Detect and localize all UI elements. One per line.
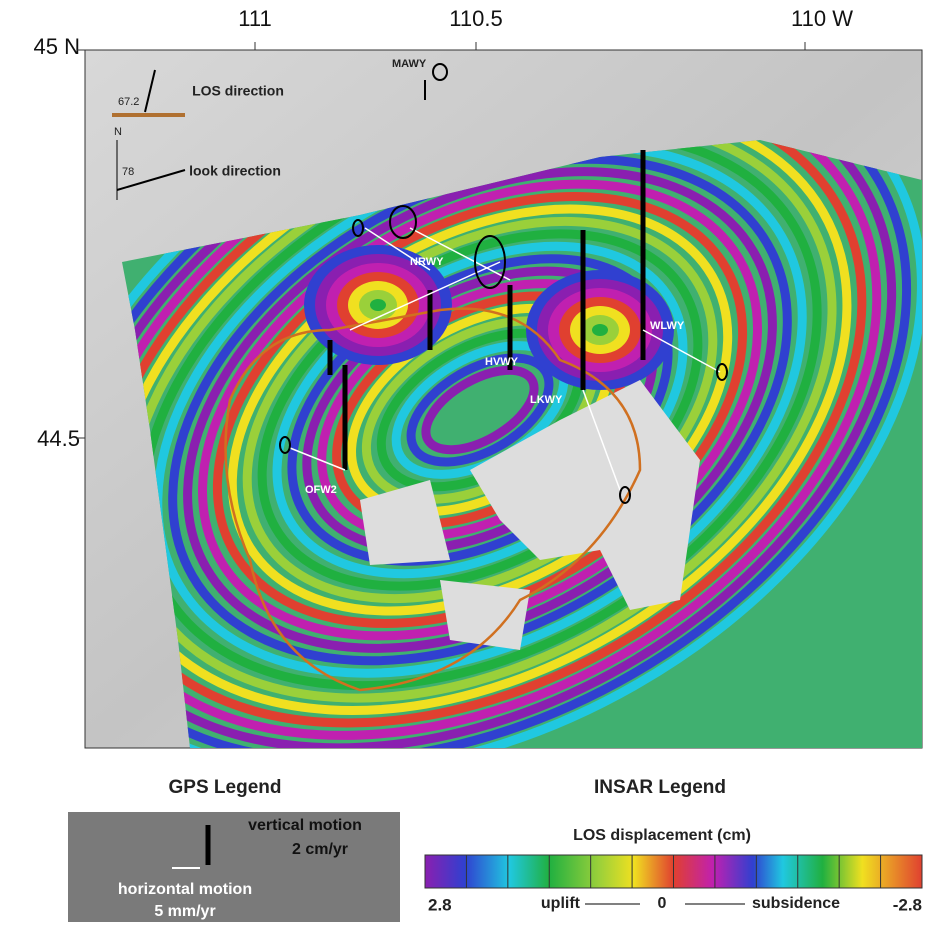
look-angle: 78 [122, 166, 134, 178]
gps-legend-title: GPS Legend [169, 777, 282, 798]
colorbar-left: 2.8 [428, 895, 452, 914]
colorbar-title: LOS displacement (cm) [573, 827, 751, 844]
fringe [370, 299, 386, 311]
station-label: HVWY [485, 356, 519, 368]
insar-legend-title: INSAR Legend [594, 777, 726, 798]
lon-label: 111 [238, 6, 271, 31]
los-angle: 67.2 [118, 96, 139, 108]
los-label: LOS direction [192, 83, 284, 99]
colorbar-right: -2.8 [893, 895, 922, 914]
station-label: WLWY [650, 320, 685, 332]
lon-label: 110 W [791, 6, 853, 31]
page: {"map": { "longitude_labels": ["111", "1… [0, 0, 926, 935]
station-label: NRWY [410, 256, 444, 268]
legend-horizontal-scale: 5 mm/yr [154, 903, 215, 920]
lon-label: 110.5 [449, 6, 502, 31]
legend-horizontal: horizontal motion [118, 881, 252, 898]
north-label: N [114, 126, 122, 138]
uplift-label: uplift [541, 895, 581, 912]
legend-vertical-scale: 2 cm/yr [292, 841, 348, 858]
legend-vertical: vertical motion [248, 817, 362, 834]
lat-label: 45 N [34, 34, 80, 59]
station-label: LKWY [530, 394, 563, 406]
subsidence-label: subsidence [752, 895, 840, 912]
zero-label: 0 [658, 895, 667, 912]
station-label: OFW2 [305, 484, 337, 496]
station-label: MAWY [392, 58, 427, 70]
look-label: look direction [189, 163, 281, 179]
lat-label: 44.5 [37, 426, 80, 451]
fringe [592, 324, 608, 336]
figure: 111 110.5 110 W 45 N 44.5 67.2 LOS direc… [0, 0, 926, 935]
